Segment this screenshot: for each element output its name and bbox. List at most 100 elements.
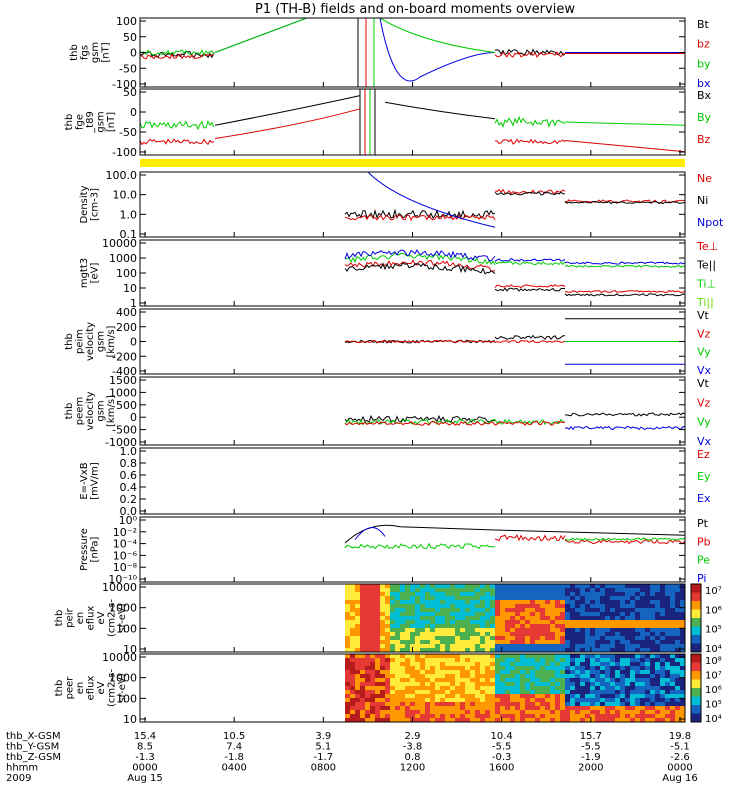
colorbar-frame xyxy=(690,653,702,723)
panel-fgs: 100 50 0 -50 -100 thb fgs gsm [nT] Bt bz by bx xyxy=(69,15,711,91)
trace-ni xyxy=(344,208,496,220)
y-tick-label: 1000 xyxy=(109,602,137,615)
y-axis-label: Density xyxy=(79,185,90,223)
y-tick-label: -50 xyxy=(119,62,137,75)
y-tick-label: 200 xyxy=(116,321,137,334)
x-axis-value: -0.3 xyxy=(492,752,512,763)
colorbar-tick-label: 10⁷ xyxy=(705,671,722,682)
x-axis-row-label: thb_Y-GSM xyxy=(6,742,59,753)
y-tick-label: 1.0 xyxy=(120,445,138,458)
y-axis-label: fgs xyxy=(80,45,91,60)
y-axis-label: [nT] xyxy=(106,112,117,132)
y-tick-label: 0 xyxy=(130,106,137,119)
x-axis-value: 8.5 xyxy=(137,742,153,753)
y-axis-label: velocity xyxy=(85,322,96,361)
y-axis-label: peir xyxy=(65,607,76,627)
trace-npot xyxy=(367,172,496,228)
y-axis-label: en xyxy=(75,682,86,695)
y-tick-label: 50 xyxy=(123,86,137,99)
panel-density-plot xyxy=(344,172,685,228)
panel-fge: 50 0 -50 -100 thb fge _t89 gsm [nT] Bx By Bz xyxy=(64,86,712,159)
x-axis-value: -1.3 xyxy=(135,752,155,763)
legend-ne: Ne xyxy=(697,172,712,185)
x-axis-value: Aug 16 xyxy=(662,773,697,784)
trace-temp2-0 xyxy=(494,284,566,289)
trace-pb xyxy=(494,534,566,542)
y-axis-label: velocity xyxy=(85,391,96,430)
trace-vz xyxy=(344,339,566,344)
y-axis-label: [nT] xyxy=(101,42,112,62)
legend-vx: Vx xyxy=(697,364,712,377)
x-axis-value: -2.6 xyxy=(670,752,690,763)
trace-by-recover xyxy=(379,18,496,53)
x-axis-value: 5.1 xyxy=(315,742,331,753)
y-axis-label: [mV/m] xyxy=(90,462,101,500)
y-axis-label: peer xyxy=(65,676,76,700)
colorbar-tick-label: 10⁵ xyxy=(705,700,722,711)
panel-efield: 1.00.80.60.40.20.0 E=-VxB [mV/m] Ez Ey Ex xyxy=(79,445,711,518)
trace-temp-0 xyxy=(344,259,496,272)
y-axis-label: eflux xyxy=(86,676,97,701)
trace-pi xyxy=(354,527,386,541)
y-axis-label: gsm xyxy=(96,111,107,132)
y-axis-label: thb xyxy=(54,610,65,627)
colorbar-frame xyxy=(690,583,702,653)
x-axis-value: 0.8 xyxy=(405,752,421,763)
legend-ti||: Ti|| xyxy=(696,296,714,309)
y-tick-label: 10⁻¹⁰ xyxy=(108,573,137,586)
y-axis-label: [km/s] xyxy=(106,325,117,357)
x-axis-row-label: hhmm xyxy=(6,763,38,774)
trace-by xyxy=(140,49,215,56)
y-axis-label: peem xyxy=(75,397,86,425)
x-axis-value: 0000 xyxy=(132,763,157,774)
y-axis-label: _t89 xyxy=(85,111,96,134)
legend-pe: Pe xyxy=(697,554,710,567)
colorbar-peer: 10⁸ 10⁷ 10⁶ 10⁵ 10⁴ xyxy=(690,653,722,725)
y-tick-label: 500 xyxy=(116,399,137,412)
y-axis-label: E=-VxB xyxy=(79,462,90,499)
legend-vy: Vy xyxy=(697,416,711,429)
x-axis-value: -1.7 xyxy=(314,752,334,763)
y-axis-label: thb xyxy=(64,114,75,131)
panel-frame xyxy=(139,447,686,515)
y-axis-label: Pressure xyxy=(79,528,90,571)
y-axis-label: (cm2-s- xyxy=(107,599,118,637)
y-tick-label: 10⁰ xyxy=(119,514,138,527)
trace-temp2-1 xyxy=(494,287,565,292)
y-tick-label: 1000 xyxy=(109,252,137,265)
y-axis-label: en xyxy=(75,612,86,625)
y-tick-label: 10 xyxy=(123,713,137,726)
x-axis-value: Aug 15 xyxy=(127,773,162,784)
colorbar-tick-label: 10⁸ xyxy=(705,656,722,667)
x-axis-value: 15.7 xyxy=(580,731,602,742)
legend-ez: Ez xyxy=(697,448,710,461)
x-axis-value: 2.9 xyxy=(405,731,421,742)
trace-vz xyxy=(344,420,566,427)
y-tick-label: 0 xyxy=(130,47,137,60)
y-axis-label: eV xyxy=(96,681,107,694)
y-tick-label: 100.0 xyxy=(106,169,138,182)
x-axis-value: 7.4 xyxy=(226,742,242,753)
y-tick-label: 1000 xyxy=(109,672,137,685)
y-axis-label: sr-eV) xyxy=(117,603,128,632)
panel-peer-plot xyxy=(140,654,685,722)
trace-temp2-3 xyxy=(494,257,566,262)
colorbar-tick-label: 10⁷ xyxy=(705,586,722,597)
x-axis-value: 3.9 xyxy=(315,731,331,742)
panel-flag xyxy=(140,159,685,167)
trace-temp-3 xyxy=(344,248,496,262)
x-axis-value: -1.9 xyxy=(581,752,601,763)
y-tick-label: 10 xyxy=(123,282,137,295)
trace-vt-2 xyxy=(494,334,565,341)
trace-bz xyxy=(140,53,215,60)
y-tick-label: 100 xyxy=(116,15,137,28)
panel-temp-plot xyxy=(344,248,685,297)
legend-ey: Ey xyxy=(697,470,711,483)
colorbar-tick-label: 10⁴ xyxy=(705,644,722,655)
y-axis-label: mgtt3 xyxy=(79,258,90,288)
colorbar-tick-label: 10⁵ xyxy=(705,625,722,636)
panel-frame xyxy=(139,88,686,156)
trace-temp2-2 xyxy=(494,261,566,266)
trace-pe xyxy=(344,542,495,550)
